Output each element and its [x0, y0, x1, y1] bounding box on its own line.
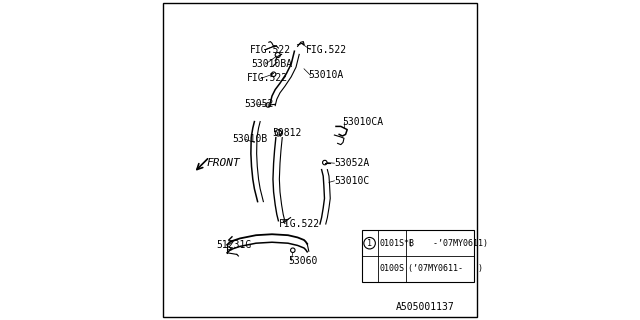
Text: 53010BA: 53010BA: [251, 59, 292, 69]
Text: 1: 1: [367, 239, 372, 248]
Text: FIG.522: FIG.522: [246, 73, 287, 84]
Text: 50812: 50812: [272, 128, 301, 138]
Text: 1: 1: [276, 130, 281, 136]
Text: 0101S*B: 0101S*B: [380, 239, 414, 248]
Text: (’07MY0611-   ): (’07MY0611- ): [408, 264, 483, 273]
Text: 51231G: 51231G: [216, 240, 252, 250]
Text: FRONT: FRONT: [206, 158, 240, 168]
Text: 53052: 53052: [245, 99, 274, 109]
Text: FIG.522: FIG.522: [306, 44, 347, 55]
Text: 53060: 53060: [288, 256, 317, 266]
Text: FIG.522: FIG.522: [250, 44, 291, 55]
Text: (    -’07MY0611): ( -’07MY0611): [408, 239, 488, 248]
Bar: [362, 230, 474, 282]
Text: 53010C: 53010C: [334, 176, 370, 186]
Text: FIG.522: FIG.522: [278, 219, 319, 229]
Text: 53052A: 53052A: [334, 158, 370, 168]
Text: 0100S: 0100S: [380, 264, 404, 273]
Text: 53010B: 53010B: [232, 134, 268, 144]
Text: 53010CA: 53010CA: [342, 116, 383, 127]
Text: 53010A: 53010A: [309, 70, 344, 80]
Text: A505001137: A505001137: [396, 302, 454, 312]
